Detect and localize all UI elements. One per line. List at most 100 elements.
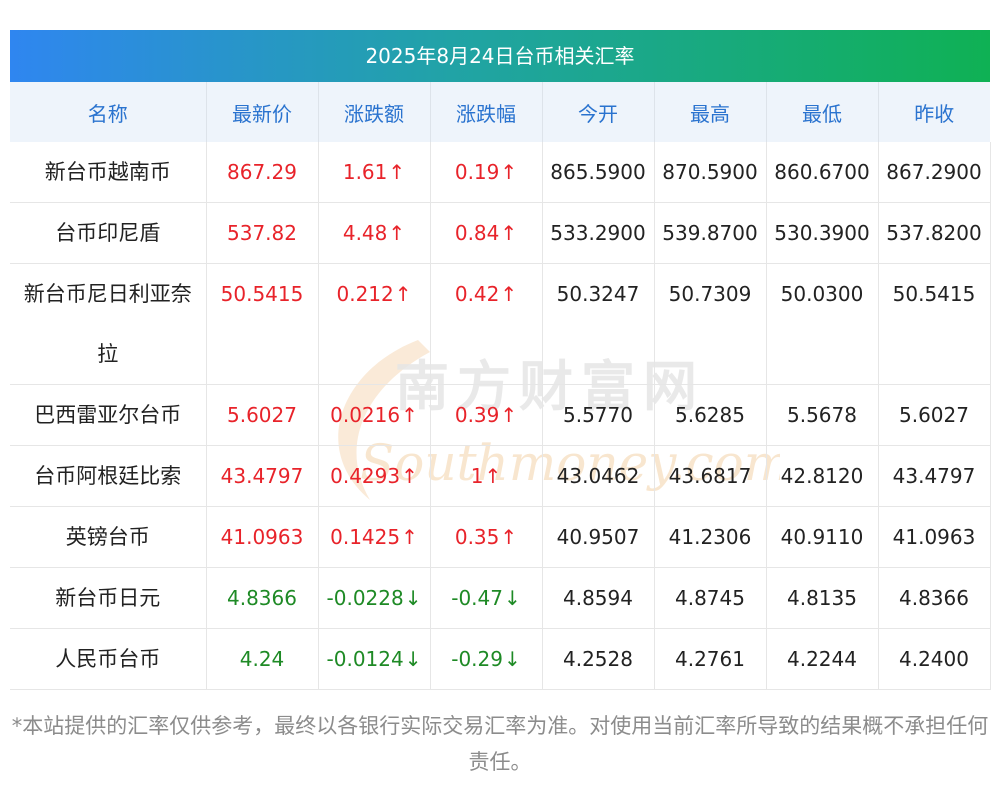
- open-price-cell: 4.8594: [542, 567, 655, 629]
- table-row[interactable]: 新台币日元 4.8366 -0.0228↓ -0.47↓ 4.8594 4.8745 4.8…: [10, 567, 991, 629]
- change-percent-value: 0.42: [454, 282, 500, 306]
- change-amount-value: 0.212: [336, 282, 394, 306]
- prev-close-cell: 4.2400: [878, 628, 991, 690]
- currency-pair-name[interactable]: 台币阿根廷比索: [10, 445, 207, 507]
- latest-price-value: 4.24: [239, 647, 285, 671]
- latest-price-value: 5.6027: [227, 403, 297, 427]
- high-price-cell: 50.7309: [654, 263, 767, 385]
- table-row[interactable]: 台币印尼盾 537.82 4.48↑ 0.84↑ 533.2900 539.8700 530…: [10, 202, 991, 264]
- currency-pair-name[interactable]: 新台币尼日利亚奈拉: [10, 263, 207, 385]
- currency-pair-name-line: 新台币尼日利亚奈: [23, 282, 192, 306]
- column-header-open[interactable]: 今开: [542, 82, 655, 142]
- latest-price-cell: 4.24: [206, 628, 319, 690]
- arrow-up-icon: ↑: [401, 464, 418, 488]
- exchange-rate-table: 名称 最新价 涨跌额 涨跌幅 今开 最高 最低 昨收 新台币越南币 867.29 1…: [10, 82, 991, 690]
- latest-price-cell: 867.29: [206, 142, 319, 203]
- change-amount-cell: 4.48↑: [318, 202, 431, 264]
- open-price-cell: 533.2900: [542, 202, 655, 264]
- arrow-down-icon: ↓: [503, 647, 521, 671]
- prev-close-cell: 4.8366: [878, 567, 991, 629]
- column-header-high[interactable]: 最高: [654, 82, 767, 142]
- high-price-cell: 870.5900: [654, 142, 767, 203]
- column-header-low[interactable]: 最低: [766, 82, 879, 142]
- low-price-cell: 5.5678: [766, 384, 879, 446]
- arrow-up-icon: ↑: [401, 403, 418, 427]
- column-header-latest[interactable]: 最新价: [206, 82, 319, 142]
- latest-price-cell: 50.5415: [206, 263, 319, 385]
- high-price-cell: 539.8700: [654, 202, 767, 264]
- prev-close-cell: 50.5415: [878, 263, 991, 385]
- change-amount-cell: 0.0216↑: [318, 384, 431, 446]
- change-amount-value: -0.0124: [326, 647, 404, 671]
- latest-price-cell: 41.0963: [206, 506, 319, 568]
- arrow-down-icon: ↓: [404, 586, 422, 610]
- open-price-cell: 5.5770: [542, 384, 655, 446]
- low-price-cell: 4.8135: [766, 567, 879, 629]
- latest-price-value: 43.4797: [220, 464, 304, 488]
- change-percent-cell: 0.84↑: [430, 202, 543, 264]
- exchange-rate-panel: 2025年8月24日台币相关汇率 名称 最新价 涨跌额 涨跌幅 今开 最高 最低…: [10, 30, 991, 690]
- arrow-up-icon: ↑: [388, 160, 406, 184]
- change-amount-value: 4.48: [342, 221, 388, 245]
- column-header-change[interactable]: 涨跌额: [318, 82, 431, 142]
- change-amount-cell: 0.212↑: [318, 263, 431, 385]
- arrow-down-icon: ↓: [503, 586, 521, 610]
- currency-pair-name[interactable]: 新台币越南币: [10, 142, 207, 203]
- currency-pair-name[interactable]: 新台币日元: [10, 567, 207, 629]
- open-price-cell: 865.5900: [542, 142, 655, 203]
- change-amount-cell: 0.4293↑: [318, 445, 431, 507]
- prev-close-cell: 41.0963: [878, 506, 991, 568]
- change-percent-cell: 0.39↑: [430, 384, 543, 446]
- arrow-up-icon: ↑: [500, 403, 518, 427]
- arrow-up-icon: ↑: [500, 160, 518, 184]
- arrow-down-icon: ↓: [404, 647, 422, 671]
- table-row[interactable]: 英镑台币 41.0963 0.1425 ↑ 0.35↑ 40.9507 41.2306 40.…: [10, 506, 991, 568]
- change-percent-value: 1: [470, 464, 484, 488]
- latest-price-value: 4.8366: [227, 586, 297, 610]
- change-amount-value: -0.0228: [326, 586, 404, 610]
- currency-pair-name[interactable]: 巴西雷亚尔台币: [10, 384, 207, 446]
- latest-price-cell: 537.82: [206, 202, 319, 264]
- table-row[interactable]: 巴西雷亚尔台币 5.6027 0.0216↑ 0.39↑ 5.5770 5.6285 5.5…: [10, 384, 991, 446]
- change-percent-value: -0.29: [451, 647, 503, 671]
- currency-pair-name[interactable]: 人民币台币: [10, 628, 207, 690]
- table-header-row: 名称 最新价 涨跌额 涨跌幅 今开 最高 最低 昨收: [10, 82, 990, 142]
- arrow-up-icon: ↑: [500, 525, 518, 549]
- change-percent-cell: -0.47↓: [430, 567, 543, 629]
- latest-price-value: 537.82: [227, 221, 297, 245]
- disclaimer-footnote: *本站提供的汇率仅供参考，最终以各银行实际交易汇率为准。对使用当前汇率所导致的结…: [11, 714, 989, 774]
- arrow-up-icon: ↑: [388, 221, 406, 245]
- low-price-cell: 40.9110: [766, 506, 879, 568]
- change-amount-cell: -0.0228↓: [318, 567, 431, 629]
- prev-close-cell: 43.4797: [878, 445, 991, 507]
- latest-price-value: 41.0963: [220, 525, 304, 549]
- prev-close-cell: 537.8200: [878, 202, 991, 264]
- low-price-cell: 860.6700: [766, 142, 879, 203]
- table-row[interactable]: 人民币台币 4.24 -0.0124↓ -0.29↓ 4.2528 4.2761 4.224…: [10, 628, 991, 690]
- currency-pair-name[interactable]: 英镑台币: [10, 506, 207, 568]
- column-header-change-pct[interactable]: 涨跌幅: [430, 82, 543, 142]
- latest-price-value: 50.5415: [220, 282, 304, 306]
- table-row[interactable]: 新台币越南币 867.29 1.61↑ 0.19↑ 865.5900 870.5900 86…: [10, 142, 991, 203]
- change-amount-cell: 1.61↑: [318, 142, 431, 203]
- arrow-up-icon: ↑: [500, 282, 518, 306]
- high-price-cell: 41.2306: [654, 506, 767, 568]
- latest-price-value: 867.29: [227, 160, 297, 184]
- prev-close-cell: 5.6027: [878, 384, 991, 446]
- high-price-cell: 4.8745: [654, 567, 767, 629]
- column-header-name[interactable]: 名称: [10, 82, 207, 142]
- low-price-cell: 4.2244: [766, 628, 879, 690]
- column-header-prev-close[interactable]: 昨收: [878, 82, 990, 142]
- change-percent-value: 0.35: [454, 525, 500, 549]
- high-price-cell: 5.6285: [654, 384, 767, 446]
- change-percent-cell: 0.35↑: [430, 506, 543, 568]
- change-percent-value: 0.39: [454, 403, 500, 427]
- currency-pair-name[interactable]: 台币印尼盾: [10, 202, 207, 264]
- open-price-cell: 40.9507: [542, 506, 655, 568]
- latest-price-cell: 5.6027: [206, 384, 319, 446]
- change-amount-value: 1.61: [342, 160, 388, 184]
- table-row[interactable]: 新台币尼日利亚奈拉 50.5415 0.212↑ 0.42↑ 50.3247 50.730…: [10, 263, 991, 385]
- change-amount-value: 0.1425: [330, 525, 401, 549]
- open-price-cell: 50.3247: [542, 263, 655, 385]
- table-row[interactable]: 台币阿根廷比索 43.4797 0.4293↑ 1↑ 43.0462 43.6817 42.…: [10, 445, 991, 507]
